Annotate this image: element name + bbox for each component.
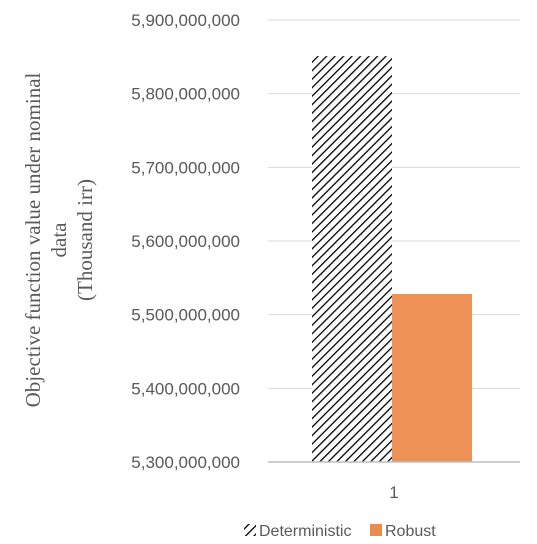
y-tick-labels: 5,300,000,000 5,400,000,000 5,500,000,000 5…	[131, 11, 240, 472]
y-axis-label-line-1: Objective function value under nominal	[21, 72, 45, 407]
y-tick-label: 5,500,000,000	[131, 306, 240, 325]
bars	[312, 56, 472, 462]
y-tick-label: 5,700,000,000	[131, 158, 240, 177]
gridlines	[268, 19, 520, 389]
legend-swatch-robust	[370, 524, 382, 536]
x-tick-label: 1	[389, 483, 398, 502]
y-tick-label: 5,800,000,000	[131, 85, 240, 104]
y-axis-label: Objective function value under nominal d…	[21, 72, 97, 407]
x-tick-labels: 1	[389, 483, 398, 502]
y-tick-label: 5,400,000,000	[131, 379, 240, 398]
y-tick-label: 5,300,000,000	[131, 453, 240, 472]
legend-swatch-deterministic	[244, 524, 256, 536]
legend-label-robust: Robust	[385, 523, 436, 540]
y-tick-label: 5,900,000,000	[131, 11, 240, 30]
bar-deterministic	[312, 56, 392, 462]
y-axis-label-line-2: data	[47, 222, 71, 258]
legend-label-deterministic: Deterministic	[259, 523, 351, 540]
legend: Deterministic Robust	[244, 523, 436, 540]
y-tick-label: 5,600,000,000	[131, 232, 240, 251]
y-axis-label-line-3: (Thousand irr)	[73, 179, 97, 301]
bar-robust	[392, 294, 472, 462]
